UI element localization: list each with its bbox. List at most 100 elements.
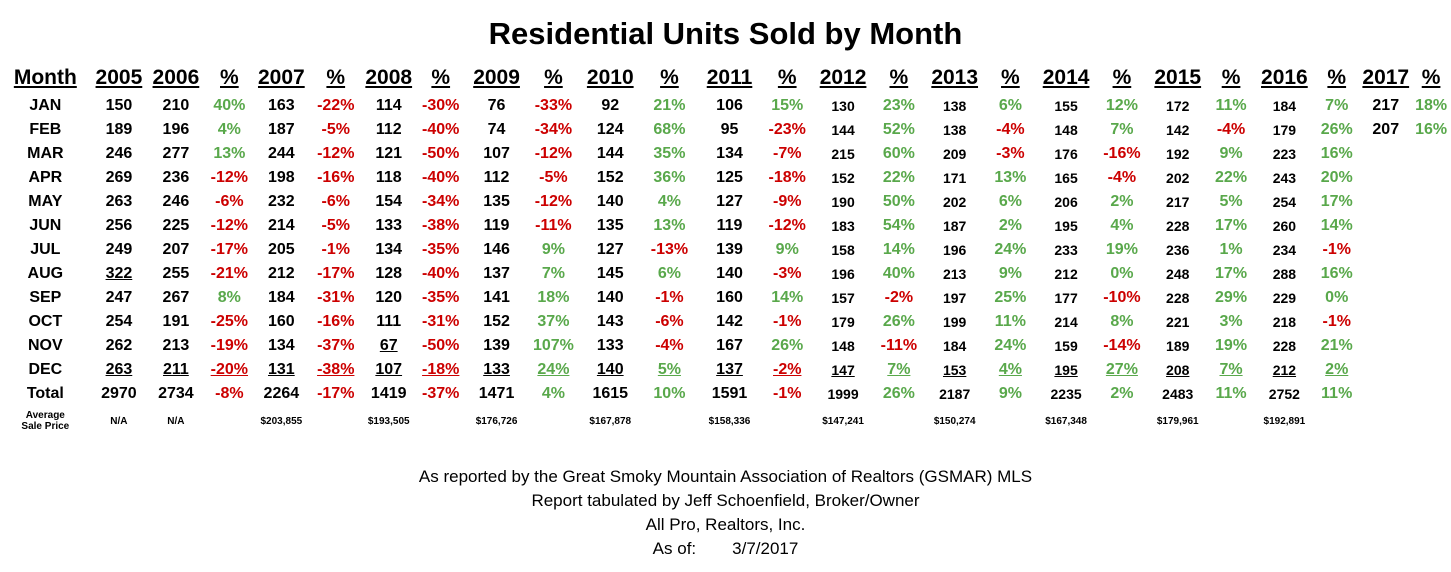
pct-change-cell: 2% xyxy=(1110,385,1134,402)
units-cell: 124 xyxy=(596,121,624,138)
pct-change-cell: -8% xyxy=(215,385,244,402)
col-header: 2007 xyxy=(257,66,305,89)
units-cell: 249 xyxy=(105,241,133,258)
units-cell: 195 xyxy=(1054,218,1078,234)
pct-change-cell: 23% xyxy=(882,97,915,114)
units-cell: 142 xyxy=(1166,122,1190,138)
units-cell: 206 xyxy=(1054,194,1078,210)
units-cell: 107 xyxy=(483,145,510,162)
pct-change-cell: 4% xyxy=(998,361,1022,378)
units-cell: 163 xyxy=(268,97,295,114)
pct-change-cell: 1% xyxy=(1219,241,1243,258)
units-cell: 140 xyxy=(596,193,624,210)
units-cell: 228 xyxy=(1272,338,1297,354)
pct-change-cell: 4% xyxy=(217,121,241,138)
units-cell: 212 xyxy=(1054,266,1078,282)
pct-change-cell: 4% xyxy=(541,385,565,402)
col-header: 2014 xyxy=(1042,66,1090,89)
average-price-cell xyxy=(1411,406,1451,436)
units-cell: 212 xyxy=(1272,362,1297,378)
pct-change-cell xyxy=(1411,334,1451,358)
units-cell: 120 xyxy=(375,289,403,306)
units-cell: 254 xyxy=(1272,194,1297,210)
units-cell: 246 xyxy=(162,193,190,210)
month-cell: MAY xyxy=(28,193,63,210)
average-price-cell xyxy=(872,406,926,436)
units-cell: 187 xyxy=(942,218,967,234)
table-row: DEC 263 211 -20% 131 -38% 107 -18% 133 24% 140 5% 13… xyxy=(0,358,1451,382)
units-cell xyxy=(1360,262,1411,286)
units-cell: 153 xyxy=(942,362,967,378)
pct-change-cell: 11% xyxy=(1215,385,1247,402)
units-cell: 2752 xyxy=(1268,386,1300,402)
pct-change-cell: -22% xyxy=(317,97,355,114)
tabulated-by-line: Report tabulated by Jeff Schoenfield, Br… xyxy=(531,491,920,510)
units-cell: 95 xyxy=(720,121,739,138)
pct-change-cell: 2% xyxy=(998,217,1022,234)
pct-change-cell: 16% xyxy=(1320,145,1353,162)
pct-change-cell: 6% xyxy=(998,97,1022,114)
month-cell: JAN xyxy=(29,97,62,114)
units-cell: 190 xyxy=(831,194,855,210)
pct-change-cell: -40% xyxy=(422,265,460,282)
pct-change-cell: 2% xyxy=(1325,361,1349,378)
average-price-cell xyxy=(205,406,254,436)
pct-change-cell: 17% xyxy=(1215,265,1248,282)
pct-change-cell: -14% xyxy=(1103,337,1141,354)
pct-change-cell xyxy=(1411,382,1451,406)
pct-change-cell: 21% xyxy=(653,97,686,114)
pct-change-cell: -34% xyxy=(534,121,573,138)
average-price-cell xyxy=(415,406,467,436)
pct-change-cell: 7% xyxy=(887,361,911,378)
units-cell: 197 xyxy=(942,290,967,306)
table-row: JAN 150 210 40% 163 -22% 114 -30% 76 -33% 92 21% 106… xyxy=(0,94,1451,118)
pct-change-cell: -38% xyxy=(317,361,355,378)
pct-change-cell: -5% xyxy=(321,217,350,234)
pct-change-cell: -31% xyxy=(422,313,460,330)
month-cell: JUL xyxy=(30,241,61,258)
units-cell: 217 xyxy=(1372,97,1400,114)
units-cell: 212 xyxy=(268,265,295,282)
pct-change-cell: -5% xyxy=(321,121,350,138)
units-cell: 127 xyxy=(716,193,743,210)
col-header: 2009 xyxy=(473,66,520,89)
col-header: % xyxy=(1001,66,1020,89)
pct-change-cell: 9% xyxy=(998,385,1022,402)
units-cell: 179 xyxy=(831,314,855,330)
pct-change-cell: 40% xyxy=(882,265,915,282)
pct-change-cell: 17% xyxy=(1215,217,1248,234)
pct-change-cell: -1% xyxy=(1322,241,1351,258)
pct-change-cell: -35% xyxy=(422,241,460,258)
units-cell: 322 xyxy=(105,265,133,282)
units-cell: 236 xyxy=(162,169,190,186)
pct-change-cell: -4% xyxy=(1107,169,1137,186)
source-line: As reported by the Great Smoky Mountain … xyxy=(418,467,1033,486)
units-cell: 133 xyxy=(596,337,624,354)
units-cell: 207 xyxy=(1372,121,1400,138)
pct-change-cell: -17% xyxy=(317,385,355,402)
units-cell: 221 xyxy=(1166,314,1190,330)
units-cell: 196 xyxy=(162,121,190,138)
pct-change-cell: -18% xyxy=(422,361,460,378)
pct-change-cell: 16% xyxy=(1415,121,1448,138)
sale-price-label-line: Sale Price xyxy=(21,421,70,432)
pct-change-cell: 19% xyxy=(1105,241,1138,258)
pct-change-cell: 29% xyxy=(1215,289,1248,306)
col-header: 2013 xyxy=(931,66,979,89)
pct-change-cell: 17% xyxy=(1320,193,1353,210)
pct-change-cell: -11% xyxy=(535,217,572,234)
units-cell: 198 xyxy=(268,169,295,186)
col-header: % xyxy=(1221,66,1241,89)
units-cell: 2235 xyxy=(1050,386,1082,402)
units-cell: 184 xyxy=(942,338,967,354)
pct-change-cell: 7% xyxy=(1110,121,1134,138)
units-cell: 107 xyxy=(375,361,403,378)
pct-change-cell: 0% xyxy=(1110,265,1134,282)
col-header: 2015 xyxy=(1154,66,1202,89)
col-header: Month xyxy=(13,66,77,89)
units-cell: 134 xyxy=(716,145,743,162)
units-cell: 192 xyxy=(1166,146,1190,162)
units-cell: 67 xyxy=(379,337,398,354)
col-header: % xyxy=(1327,66,1347,89)
units-cell: 74 xyxy=(487,121,506,138)
